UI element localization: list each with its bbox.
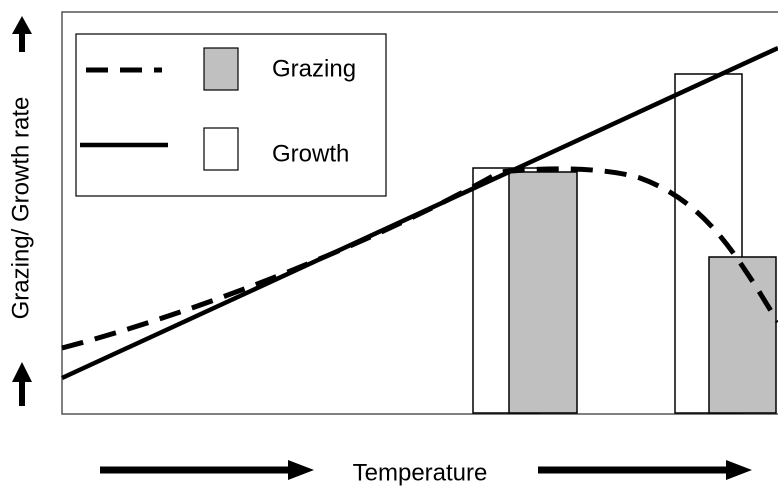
x-axis-label: Temperature: [353, 459, 488, 486]
x-arrow-right: [100, 460, 314, 480]
y-arrow-up: [12, 16, 32, 52]
y-axis-label: Grazing/ Growth rate: [7, 97, 34, 320]
x-arrow-right: [538, 460, 752, 480]
y-arrow-up: [12, 362, 32, 406]
grazing-bar: [708, 256, 777, 414]
legend-label: Grazing: [272, 55, 356, 82]
legend-label: Growth: [272, 140, 349, 167]
grazing-bar: [508, 171, 578, 414]
legend-grazing-swatch: [203, 47, 239, 91]
legend-growth-swatch: [203, 127, 239, 171]
grazing-curve: [61, 166, 778, 351]
